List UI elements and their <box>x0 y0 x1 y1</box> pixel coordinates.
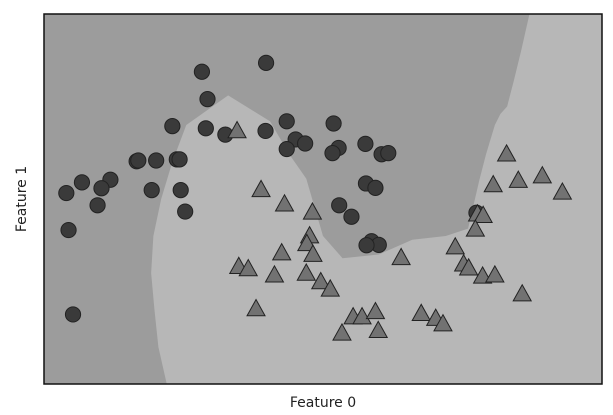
x-axis-label: Feature 0 <box>290 395 356 411</box>
data-point-triangle <box>485 264 505 283</box>
data-point-circle <box>130 152 147 169</box>
data-point-triangle <box>465 218 486 237</box>
data-point-circle <box>324 145 341 162</box>
data-point-triangle <box>271 242 292 261</box>
data-point-circle <box>343 208 360 225</box>
data-point-triangle <box>251 179 271 198</box>
data-point-triangle <box>473 205 493 223</box>
data-point-triangle <box>352 306 372 325</box>
data-point-triangle <box>365 301 386 320</box>
data-point-circle <box>199 91 216 108</box>
data-point-circle <box>197 120 214 137</box>
data-point-circle <box>89 197 106 214</box>
data-point-triangle <box>296 233 317 252</box>
data-point-circle <box>177 203 194 220</box>
data-point-triangle <box>496 143 517 162</box>
data-point-circle <box>357 135 374 152</box>
data-point-circle <box>93 180 110 197</box>
data-point-triangle <box>296 262 317 281</box>
data-point-circle <box>60 221 77 239</box>
data-point-triangle <box>274 193 295 212</box>
data-point-triangle <box>264 264 285 283</box>
data-point-triangle <box>483 174 504 193</box>
data-point-circle <box>380 145 397 162</box>
data-point-circle <box>367 179 384 196</box>
data-point-triangle <box>246 298 266 317</box>
data-point-circle <box>148 152 165 169</box>
data-point-triangle <box>303 244 323 262</box>
data-point-circle <box>331 197 348 214</box>
plot-frame <box>43 13 603 385</box>
data-point-triangle <box>512 283 533 302</box>
data-point-triangle <box>368 320 389 339</box>
data-point-circle <box>143 182 160 199</box>
data-point-circle <box>297 135 314 152</box>
data-point-circle <box>257 54 275 71</box>
data-points <box>58 54 573 341</box>
data-point-circle <box>325 115 342 132</box>
data-point-triangle <box>458 257 479 276</box>
data-point-triangle <box>532 165 553 184</box>
data-point-circle <box>172 182 189 199</box>
data-point-triangle <box>433 313 453 332</box>
y-axis-label: Feature 1 <box>14 166 30 232</box>
data-point-triangle <box>332 322 352 341</box>
data-point-circle <box>278 113 295 130</box>
decision-region-class-0 <box>44 14 530 384</box>
data-point-triangle <box>508 170 529 188</box>
data-point-triangle <box>552 181 573 200</box>
data-point-circle <box>73 174 91 191</box>
data-point-circle <box>171 151 188 168</box>
data-point-circle <box>58 184 75 202</box>
data-point-circle <box>257 122 274 140</box>
data-point-circle <box>64 306 82 323</box>
data-point-triangle <box>391 247 411 266</box>
data-point-triangle <box>302 201 323 220</box>
data-point-triangle <box>238 258 259 277</box>
data-point-triangle <box>411 303 432 322</box>
plot-area <box>44 14 602 384</box>
data-point-triangle <box>445 236 466 255</box>
data-point-circle <box>193 63 211 80</box>
data-point-circle <box>358 237 375 254</box>
data-point-triangle <box>310 271 331 290</box>
data-point-triangle <box>320 278 341 297</box>
data-point-triangle <box>227 120 247 139</box>
data-point-circle <box>278 140 295 158</box>
data-point-circle <box>164 118 181 135</box>
